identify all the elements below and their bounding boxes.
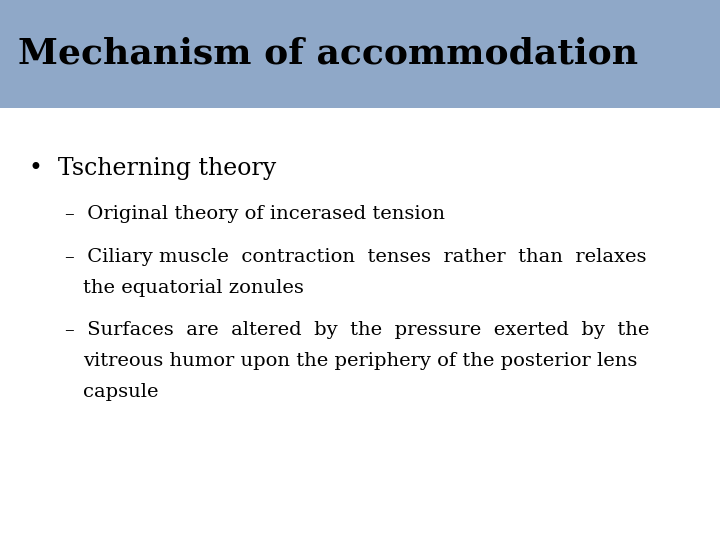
Text: –  Ciliary muscle  contraction  tenses  rather  than  relaxes: – Ciliary muscle contraction tenses rath… [65,248,647,266]
Text: vitreous humor upon the periphery of the posterior lens: vitreous humor upon the periphery of the… [83,352,637,370]
Text: –  Surfaces  are  altered  by  the  pressure  exerted  by  the: – Surfaces are altered by the pressure e… [65,321,649,339]
Text: •  Tscherning theory: • Tscherning theory [29,157,276,180]
Text: –  Original theory of incerased tension: – Original theory of incerased tension [65,205,445,223]
Text: capsule: capsule [83,383,158,401]
Text: Mechanism of accommodation: Mechanism of accommodation [18,37,638,71]
Text: the equatorial zonules: the equatorial zonules [83,279,304,296]
Bar [0,0,720,108]
